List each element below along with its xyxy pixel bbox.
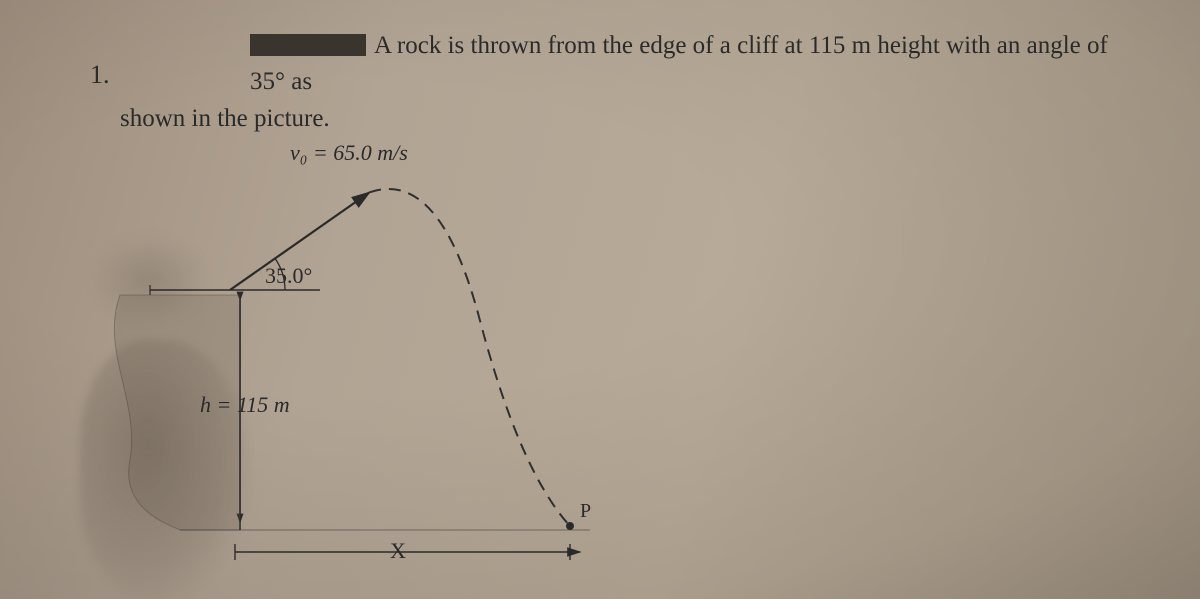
projectile-diagram	[60, 130, 620, 590]
p-label: P	[580, 500, 591, 523]
height-label: h = 115 m	[200, 392, 290, 418]
problem-line1: A rock is thrown from the edge of a clif…	[250, 32, 1108, 95]
x-label: X	[390, 538, 406, 564]
problem-text: A rock is thrown from the edge of a clif…	[120, 28, 1140, 137]
page-scan: 1. A rock is thrown from the edge of a c…	[0, 0, 1200, 599]
redacted-block	[250, 34, 366, 56]
angle-label: 35.0°	[265, 263, 312, 289]
diagram-container: v₀ = 65.0 m/s 35.0° h = 115 m X P	[60, 130, 620, 590]
v0-label: v₀ = 65.0 m/s	[290, 140, 408, 166]
problem-number: 1.	[90, 60, 110, 90]
